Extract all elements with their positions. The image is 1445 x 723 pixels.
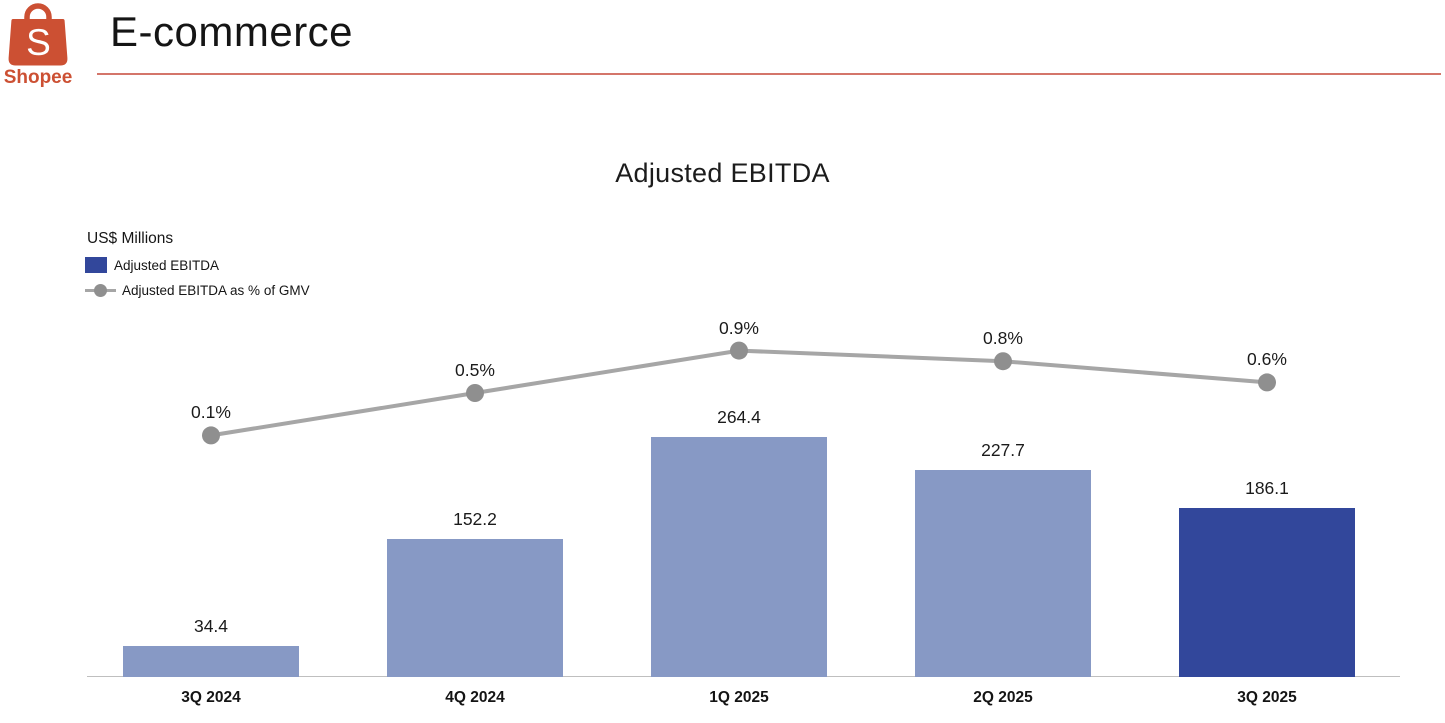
- legend-item-adjusted-ebitda: Adjusted EBITDA: [85, 256, 310, 274]
- logo-letter: S: [26, 22, 51, 63]
- bar-3q-2024: [123, 645, 299, 677]
- logo-wordmark: Shopee: [4, 67, 73, 88]
- page-title: E-commerce: [110, 8, 354, 55]
- legend-line-dot: [94, 283, 107, 297]
- legend-label: Adjusted EBITDA as % of GMV: [122, 282, 310, 298]
- trend-marker: [466, 384, 484, 402]
- pct-data-label: 0.5%: [455, 360, 495, 380]
- units-label: US$ Millions: [87, 230, 174, 247]
- trend-marker: [1258, 373, 1276, 392]
- trend-marker: [994, 352, 1012, 371]
- bar-2q-2025: [915, 470, 1091, 677]
- trend-marker: [730, 341, 748, 360]
- bar-value-label: 264.4: [717, 407, 761, 427]
- pct-data-label: 0.8%: [983, 328, 1023, 349]
- x-axis-label: 1Q 2025: [709, 689, 769, 706]
- shopee-logo: S Shopee: [2, 2, 74, 88]
- bar-value-label: 227.7: [981, 440, 1025, 461]
- bar-4q-2024: [387, 538, 563, 677]
- bar-value-label: 186.1: [1245, 478, 1289, 499]
- chart-legend: Adjusted EBITDA Adjusted EBITDA as % of …: [85, 256, 310, 306]
- x-axis-label: 2Q 2025: [973, 689, 1033, 706]
- pct-data-label: 0.6%: [1247, 349, 1287, 370]
- bar-value-label: 34.4: [193, 615, 229, 636]
- x-axis-label: 3Q 2024: [181, 689, 241, 706]
- header-divider: [97, 73, 1441, 75]
- x-axis-label: 3Q 2025: [1237, 689, 1297, 706]
- shopee-bag-icon: S Shopee: [4, 3, 73, 88]
- line-marker-swatch-icon: [85, 282, 116, 298]
- bar-swatch-icon: [85, 257, 107, 273]
- legend-label: Adjusted EBITDA: [114, 257, 220, 273]
- legend-item-pct-of-gmv: Adjusted EBITDA as % of GMV: [85, 281, 310, 299]
- chart-title: Adjusted EBITDA: [615, 158, 830, 188]
- pct-data-label: 0.1%: [191, 402, 231, 423]
- pct-data-label: 0.9%: [719, 317, 759, 338]
- bar-1q-2025: [651, 437, 827, 677]
- bar-value-label: 152.2: [453, 508, 497, 529]
- trend-marker: [202, 426, 220, 445]
- x-axis-label: 4Q 2024: [445, 689, 505, 706]
- bar-3q-2025: [1179, 508, 1355, 677]
